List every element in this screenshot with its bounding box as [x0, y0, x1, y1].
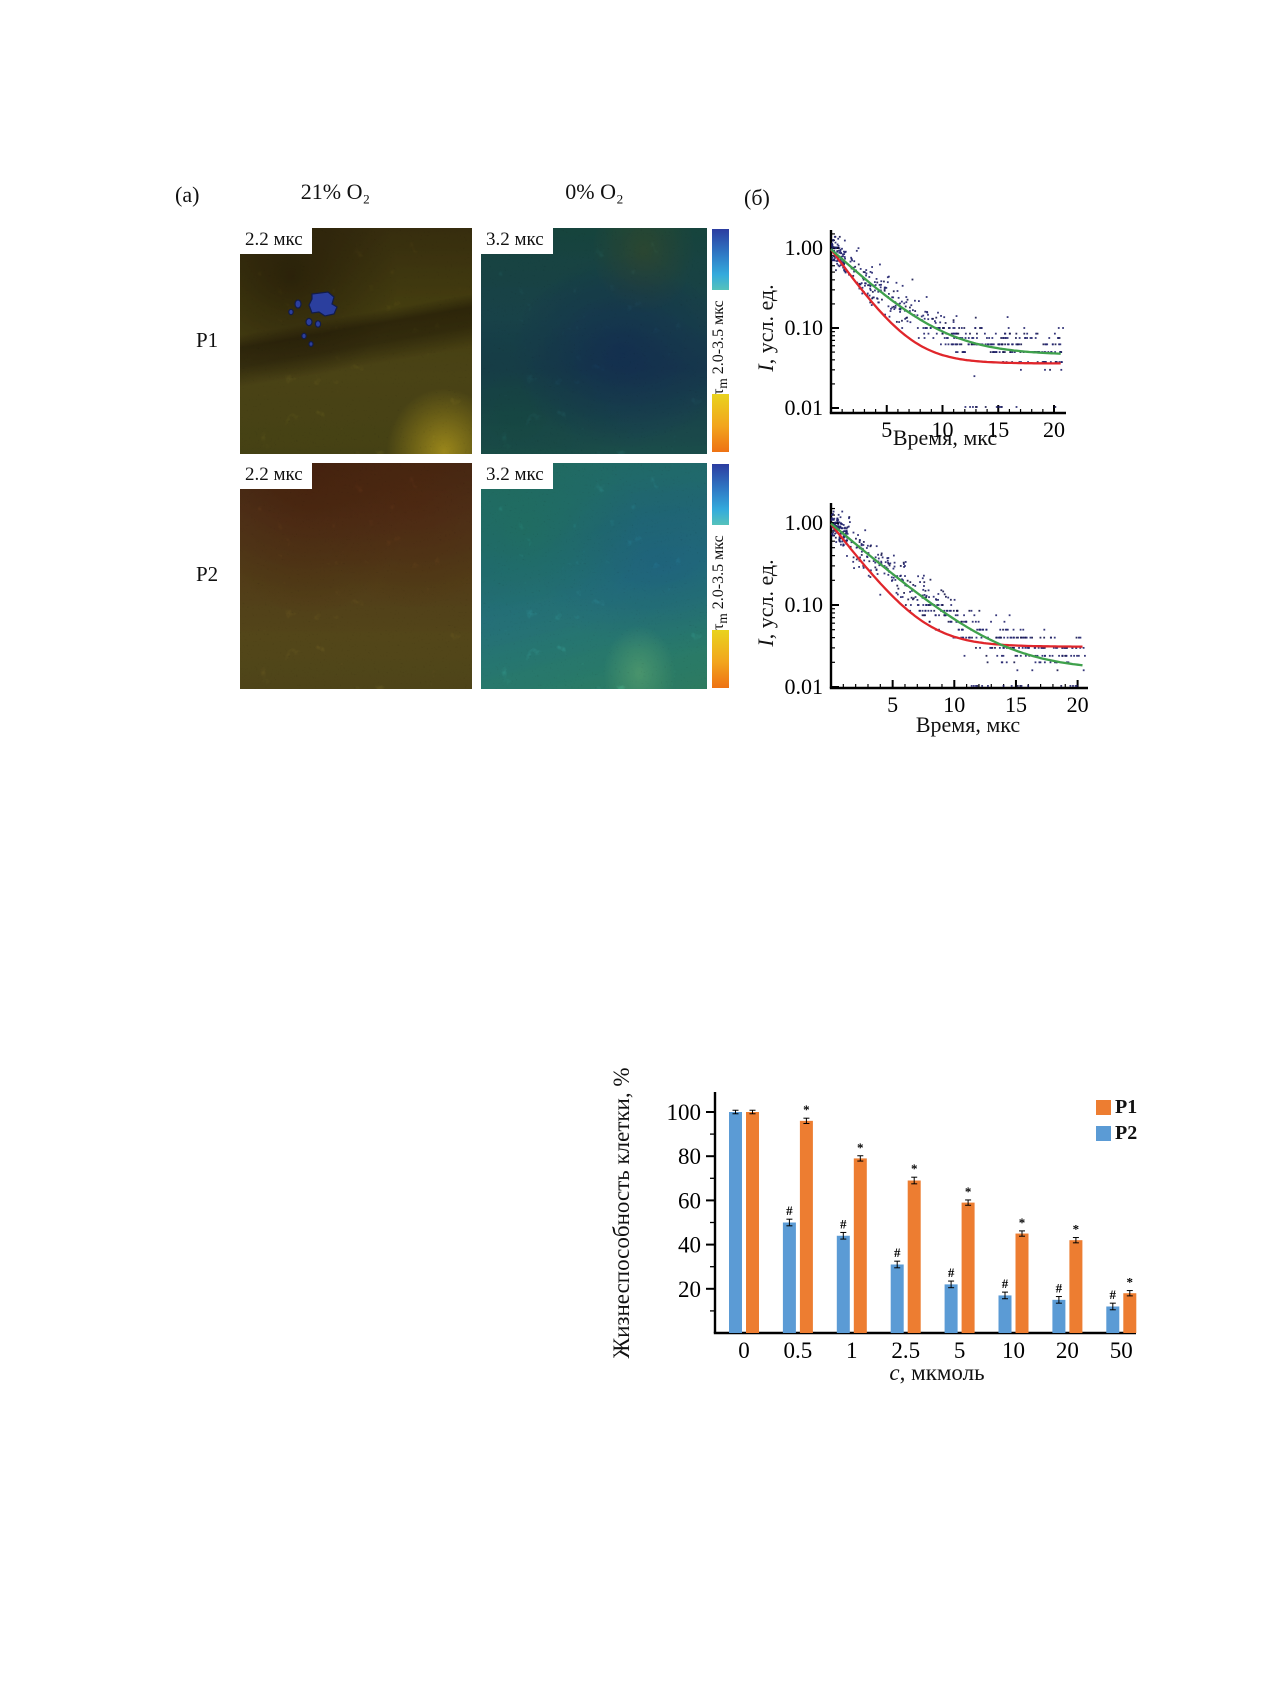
svg-text:0.10: 0.10 [785, 315, 824, 340]
legend-item-p1: P1 [1096, 1096, 1137, 1119]
blue-cell-cluster [288, 291, 338, 347]
legend-label-p1: P1 [1115, 1096, 1138, 1118]
decay-plot-p2: 5 10 15 20 1.00 0.10 0.01 [785, 503, 1089, 717]
svg-text:10: 10 [1002, 1338, 1025, 1363]
svg-text:20: 20 [678, 1277, 701, 1302]
flim-image-p2-21pct: 2.2 мкс [240, 463, 472, 689]
colorbar-orange-segment [712, 394, 729, 452]
p1-color-swatch [1096, 1100, 1111, 1115]
svg-text:80: 80 [678, 1144, 701, 1169]
svg-text:10: 10 [943, 692, 965, 717]
svg-text:40: 40 [678, 1233, 701, 1258]
intensity-units: , усл. ед. [753, 284, 778, 365]
lifetime-tag: 3.2 мкс [481, 228, 553, 254]
svg-text:2.5: 2.5 [891, 1338, 920, 1363]
decay2-y-axis-label: I, усл. ед. [753, 559, 779, 646]
svg-text:5: 5 [887, 692, 898, 717]
noise-texture [481, 463, 707, 689]
lifetime-tag: 2.2 мкс [240, 228, 312, 254]
intensity-units: , усл. ед. [753, 559, 778, 640]
decay1-x-axis-label: Время, мкс [892, 425, 998, 450]
legend-item-p2: P2 [1096, 1122, 1137, 1145]
decay1-y-axis-label: I, усл. ед. [753, 284, 779, 371]
svg-text:10: 10 [932, 417, 954, 442]
svg-text:50: 50 [1110, 1338, 1133, 1363]
svg-text:0.01: 0.01 [785, 395, 824, 420]
colorbar-blue-segment [712, 229, 729, 290]
svg-text:0.01: 0.01 [785, 674, 824, 699]
svg-text:*: * [1019, 1215, 1026, 1230]
concentration-units: , мкмоль [899, 1360, 985, 1385]
lifetime-colorbar-p2: τm 2.0-3.5 мкс [710, 464, 730, 688]
panel-a-label: (a) [175, 182, 200, 207]
svg-text:15: 15 [987, 417, 1009, 442]
svg-text:#: # [1110, 1287, 1117, 1302]
row-label-p1: P1 [196, 328, 219, 352]
grain-texture [240, 228, 472, 454]
concentration-symbol: c [889, 1360, 900, 1385]
svg-text:*: * [1127, 1275, 1134, 1290]
svg-text:1.00: 1.00 [785, 510, 824, 535]
noise-texture [481, 228, 707, 454]
noise-texture [240, 228, 472, 454]
svg-text:*: * [911, 1161, 918, 1176]
svg-text:100: 100 [667, 1100, 702, 1125]
svg-text:#: # [840, 1216, 847, 1231]
svg-text:*: * [857, 1140, 864, 1155]
lifetime-colorbar-p1: τm 2.0-3.5 мкс [710, 229, 730, 452]
svg-text:5: 5 [954, 1338, 966, 1363]
decay-plot-p1: 5 10 15 20 1.00 0.10 0.01 [785, 230, 1066, 442]
svg-text:*: * [803, 1102, 810, 1117]
svg-text:1.00: 1.00 [785, 235, 824, 260]
svg-text:15: 15 [1005, 692, 1027, 717]
grain-texture [481, 463, 707, 689]
panel-b-label: (б) [744, 185, 770, 210]
decay2-x-axis-label: Время, мкс [915, 712, 1021, 737]
row-label-p2: P2 [196, 562, 219, 586]
svg-text:20: 20 [1043, 417, 1065, 442]
svg-text:0: 0 [738, 1338, 750, 1363]
svg-text:*: * [965, 1184, 972, 1199]
column-header-21-o2: 21% O₂ [300, 179, 371, 204]
grain-texture [481, 228, 707, 454]
svg-text:60: 60 [678, 1188, 701, 1213]
svg-text:20: 20 [1067, 692, 1089, 717]
svg-text:5: 5 [881, 417, 892, 442]
svg-text:#: # [948, 1265, 955, 1280]
viability-bar-chart: 20 40 60 80 100 0 # * 0.5 # * 1 # * 2.5 # * 5 # * 10 # * 20 # * 50 [667, 1092, 1137, 1363]
svg-text:0.5: 0.5 [784, 1338, 813, 1363]
svg-text:#: # [894, 1245, 901, 1260]
svg-text:#: # [786, 1203, 793, 1218]
bar-x-axis-label: c, мкмоль [889, 1360, 984, 1386]
intensity-symbol: I [753, 639, 778, 647]
flim-image-p2-0pct: 3.2 мкс [481, 463, 707, 689]
colorbar-blue-segment [712, 464, 729, 525]
svg-text:#: # [1002, 1276, 1009, 1291]
noise-texture [240, 463, 472, 689]
colorbar-orange-segment [712, 630, 729, 688]
lifetime-tag: 2.2 мкс [240, 463, 312, 489]
p2-color-swatch [1096, 1126, 1111, 1141]
svg-text:20: 20 [1056, 1338, 1079, 1363]
flim-image-p1-21pct: 2.2 мкс [240, 228, 472, 454]
flim-image-p1-0pct: 3.2 мкс [481, 228, 707, 454]
svg-text:#: # [1056, 1281, 1063, 1296]
bar-y-axis-label: Жизнеспособность клетки, % [609, 1067, 634, 1359]
lifetime-tag: 3.2 мкс [481, 463, 553, 489]
svg-text:0.10: 0.10 [785, 592, 824, 617]
svg-text:*: * [1073, 1222, 1080, 1237]
legend-label-p2: P2 [1115, 1122, 1138, 1144]
grain-texture [240, 463, 472, 689]
column-header-0-o2: 0% O₂ [565, 179, 624, 204]
svg-text:1: 1 [846, 1338, 858, 1363]
intensity-symbol: I [753, 364, 778, 372]
